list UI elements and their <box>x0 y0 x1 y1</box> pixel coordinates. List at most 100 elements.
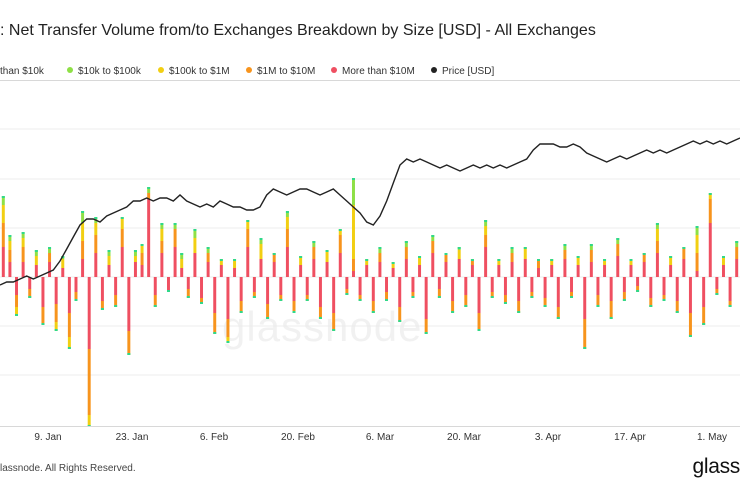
bar-stack <box>444 253 448 277</box>
bar-segment-gt10m <box>153 277 157 295</box>
bar-stack <box>54 277 58 331</box>
bar-segment-s100k1m <box>299 256 303 265</box>
bar-segment-s100k1m <box>233 259 237 268</box>
bar-segment-gt10m <box>87 277 91 349</box>
bar-stack <box>688 277 692 337</box>
bar-stack <box>67 277 71 349</box>
bar-stack <box>318 277 322 319</box>
legend-item-price[interactable]: Price [USD] <box>431 66 494 77</box>
bar-segment-s100k1m <box>497 259 501 265</box>
bar-cap <box>517 311 521 313</box>
bar-segment-s1m10m <box>636 286 640 292</box>
bar-segment-s10k100k <box>404 241 408 247</box>
bar-stack <box>418 256 422 277</box>
bar-cap <box>543 305 547 307</box>
bar-cap <box>675 311 679 313</box>
bar-segment-s100k1m <box>603 259 607 265</box>
bar-segment-s10k100k <box>21 232 25 238</box>
bar-stack <box>219 259 223 277</box>
x-tick-label: 20. Mar <box>447 432 481 443</box>
legend-item-lt10k[interactable]: than $10k <box>0 66 44 77</box>
bar-cap <box>563 244 567 246</box>
bar-segment-gt10m <box>451 277 455 301</box>
bar-cap <box>48 247 52 249</box>
bar-segment-s100k1m <box>338 229 342 235</box>
bar-segment-s10k100k <box>206 247 210 253</box>
legend-item-gt10m[interactable]: More than $10M <box>331 66 415 77</box>
bar-segment-gt10m <box>695 271 699 277</box>
legend-item-10k-100k[interactable]: $10k to $100k <box>67 66 141 77</box>
bar-segment-gt10m <box>160 253 164 277</box>
bar-cap <box>312 241 316 243</box>
bar-segment-s100k1m <box>285 217 289 229</box>
bar-stack <box>378 247 382 277</box>
bar-segment-gt10m <box>54 277 58 304</box>
legend-label: More than $10M <box>342 66 415 77</box>
bar-segment-s1m10m <box>556 307 560 319</box>
bar-cap <box>259 238 263 240</box>
bar-stack <box>470 259 474 277</box>
bar-segment-s10k100k <box>616 238 620 244</box>
legend-item-100k-1m[interactable]: $100k to $1M <box>158 66 230 77</box>
bar-cap <box>140 244 144 246</box>
bar-cap <box>378 247 382 249</box>
bar-segment-s100k1m <box>226 337 230 343</box>
bar-cap <box>166 290 170 292</box>
bar-stack <box>312 241 316 277</box>
legend-item-1m-10m[interactable]: $1M to $10M <box>246 66 315 77</box>
bar-cap <box>120 217 124 219</box>
bar-segment-s100k1m <box>180 259 184 268</box>
bar-stack <box>173 223 177 277</box>
bar-segment-s1m10m <box>100 301 104 310</box>
bar-segment-gt10m <box>332 277 336 313</box>
bar-segment-s100k1m <box>81 223 85 241</box>
bar-segment-s10k100k <box>160 223 164 229</box>
bar-segment-s1m10m <box>312 247 316 259</box>
bar-stack <box>34 250 38 277</box>
bar-segment-s1m10m <box>431 241 435 253</box>
legend-label: Price [USD] <box>442 66 495 77</box>
bar-cap <box>490 296 494 298</box>
bar-segment-s1m10m <box>120 229 124 247</box>
bar-segment-s10k100k <box>1 196 5 205</box>
bar-stack <box>180 253 184 277</box>
bar-cap <box>272 253 276 255</box>
bar-stack <box>140 244 144 277</box>
bar-segment-s1m10m <box>437 289 441 298</box>
bar-cap <box>206 247 210 249</box>
bar-stack <box>246 220 250 277</box>
bar-segment-s100k1m <box>61 259 65 268</box>
bar-segment-s1m10m <box>536 259 540 268</box>
bar-segment-s10k100k <box>312 241 316 247</box>
bar-segment-gt10m <box>556 277 560 307</box>
bar-cap <box>41 323 45 325</box>
bar-segment-s1m10m <box>378 253 382 262</box>
bar-segment-s100k1m <box>219 259 223 265</box>
bar-segment-s10k100k <box>259 238 263 244</box>
bar-stack <box>721 256 725 277</box>
bar-segment-s100k1m <box>140 244 144 253</box>
bar-segment-gt10m <box>497 265 501 277</box>
bar-segment-gt10m <box>735 259 739 277</box>
bar-segment-s10k100k <box>589 244 593 250</box>
bar-stack <box>510 247 514 277</box>
bar-segment-gt10m <box>166 277 170 292</box>
bar-stack <box>695 226 699 277</box>
bar-segment-s1m10m <box>470 259 474 265</box>
bar-segment-gt10m <box>431 253 435 277</box>
bar-segment-s100k1m <box>484 226 488 235</box>
bar-segment-s1m10m <box>682 247 686 259</box>
bar-cap <box>285 211 289 213</box>
bar-stack <box>285 211 289 277</box>
bar-stack <box>206 247 210 277</box>
bar-segment-s100k1m <box>351 205 355 259</box>
bar-cap <box>589 244 593 246</box>
bar-cap <box>636 290 640 292</box>
bar-segment-gt10m <box>259 259 263 277</box>
bar-stack <box>682 247 686 277</box>
bar-segment-s1m10m <box>649 298 653 307</box>
bar-segment-s100k1m <box>523 247 527 259</box>
bar-stack <box>477 277 481 331</box>
bar-cap <box>470 259 474 261</box>
bar-segment-s1m10m <box>345 289 349 295</box>
